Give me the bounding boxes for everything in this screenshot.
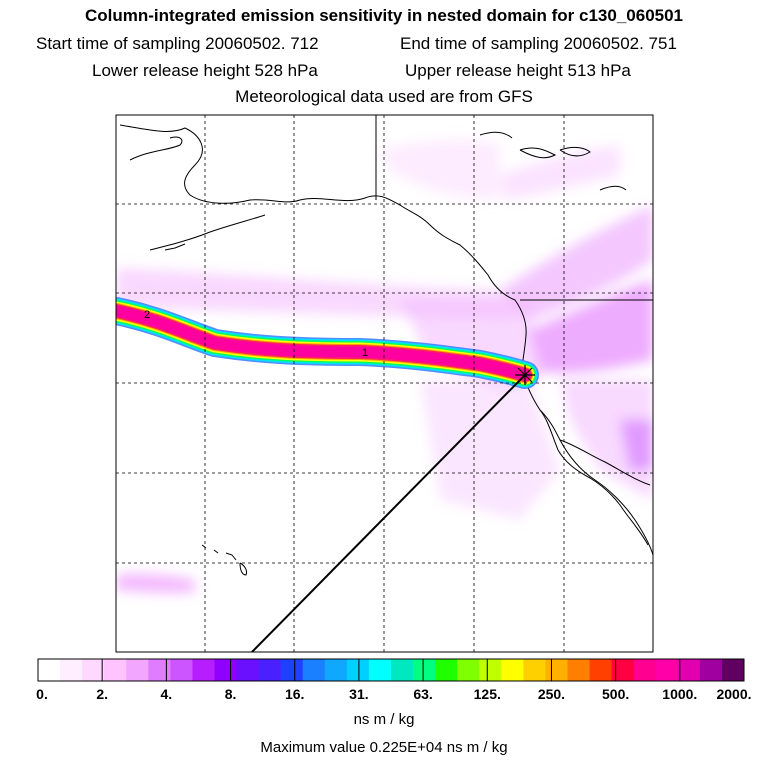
plot-title: Column-integrated emission sensitivity i…: [84, 6, 684, 25]
main-plume: [116, 297, 539, 389]
colorbar-swatch: [435, 659, 458, 681]
colorbar-swatch: [721, 659, 745, 681]
map-frame: [115, 114, 654, 653]
colorbar-swatch: [611, 659, 635, 681]
colorbar-label: 31.: [349, 686, 369, 702]
map-content: 1 2: [116, 115, 653, 652]
colorbar-swatch: [104, 659, 127, 681]
colorbar-swatch: [501, 659, 524, 681]
colorbar-swatch: [523, 659, 546, 681]
colorbar: [37, 658, 745, 682]
colorbar-label: 16.: [284, 686, 305, 702]
colorbar-label: 2.: [96, 686, 109, 702]
colorbar-label: 2000.: [716, 686, 752, 702]
colorbar-swatch: [148, 659, 171, 681]
lower-release-height-label: Lower release height 528 hPa: [92, 61, 318, 80]
colorbar-label: 1000.: [662, 686, 698, 702]
colorbar-swatch: [346, 659, 370, 681]
end-time-label: End time of sampling 20060502. 751: [400, 34, 677, 53]
colorbar-swatch: [368, 659, 392, 681]
upper-release-height-label: Upper release height 513 hPa: [405, 61, 631, 80]
colorbar-swatch: [391, 659, 414, 681]
colorbar-label: 0.: [36, 686, 48, 702]
coastlines: [119, 115, 653, 576]
colorbar-swatch: [589, 659, 613, 681]
colorbar-label: 500.: [602, 686, 630, 702]
colorbar-label: 125.: [473, 686, 501, 702]
colorbar-swatch: [214, 659, 238, 681]
met-data-label: Meteorological data used are from GFS: [235, 87, 533, 106]
colorbar-swatch: [545, 659, 568, 681]
colorbar-unit: ns m / kg: [353, 711, 415, 728]
flight-track-line: [251, 374, 526, 652]
start-time-label: Start time of sampling 20060502. 712: [36, 34, 319, 53]
colorbar-swatch: [567, 659, 591, 681]
colorbar-swatch: [324, 659, 348, 681]
colorbar-swatch: [236, 659, 260, 681]
colorbar-swatch: [82, 659, 105, 681]
colorbar-swatch: [413, 659, 436, 681]
colorbar-swatch: [170, 659, 193, 681]
colorbar-swatch: [479, 659, 502, 681]
colorbar-label: 63.: [413, 686, 433, 702]
release-point-marker: [515, 365, 535, 385]
colorbar-swatch: [60, 659, 83, 681]
colorbar-swatch: [192, 659, 215, 681]
colorbar-swatch: [258, 659, 282, 681]
colorbar-label: 250.: [537, 686, 566, 702]
colorbar-swatch: [633, 659, 657, 681]
colorbar-swatch: [677, 659, 701, 681]
colorbar-swatch: [699, 659, 723, 681]
colorbar-label: 4.: [160, 686, 173, 702]
colorbar-swatch: [655, 659, 679, 681]
colorbar-label: 8.: [224, 686, 237, 702]
maximum-value-label: Maximum value 0.225E+04 ns m / kg: [260, 739, 508, 756]
day-marker-2: 2: [144, 309, 150, 321]
colorbar-frame: [37, 658, 745, 682]
colorbar-swatch: [38, 659, 61, 681]
colorbar-swatch: [280, 659, 304, 681]
colorbar-swatch: [126, 659, 149, 681]
day-marker-1: 1: [362, 347, 368, 359]
colorbar-swatch: [457, 659, 480, 681]
colorbar-swatch: [302, 659, 326, 681]
